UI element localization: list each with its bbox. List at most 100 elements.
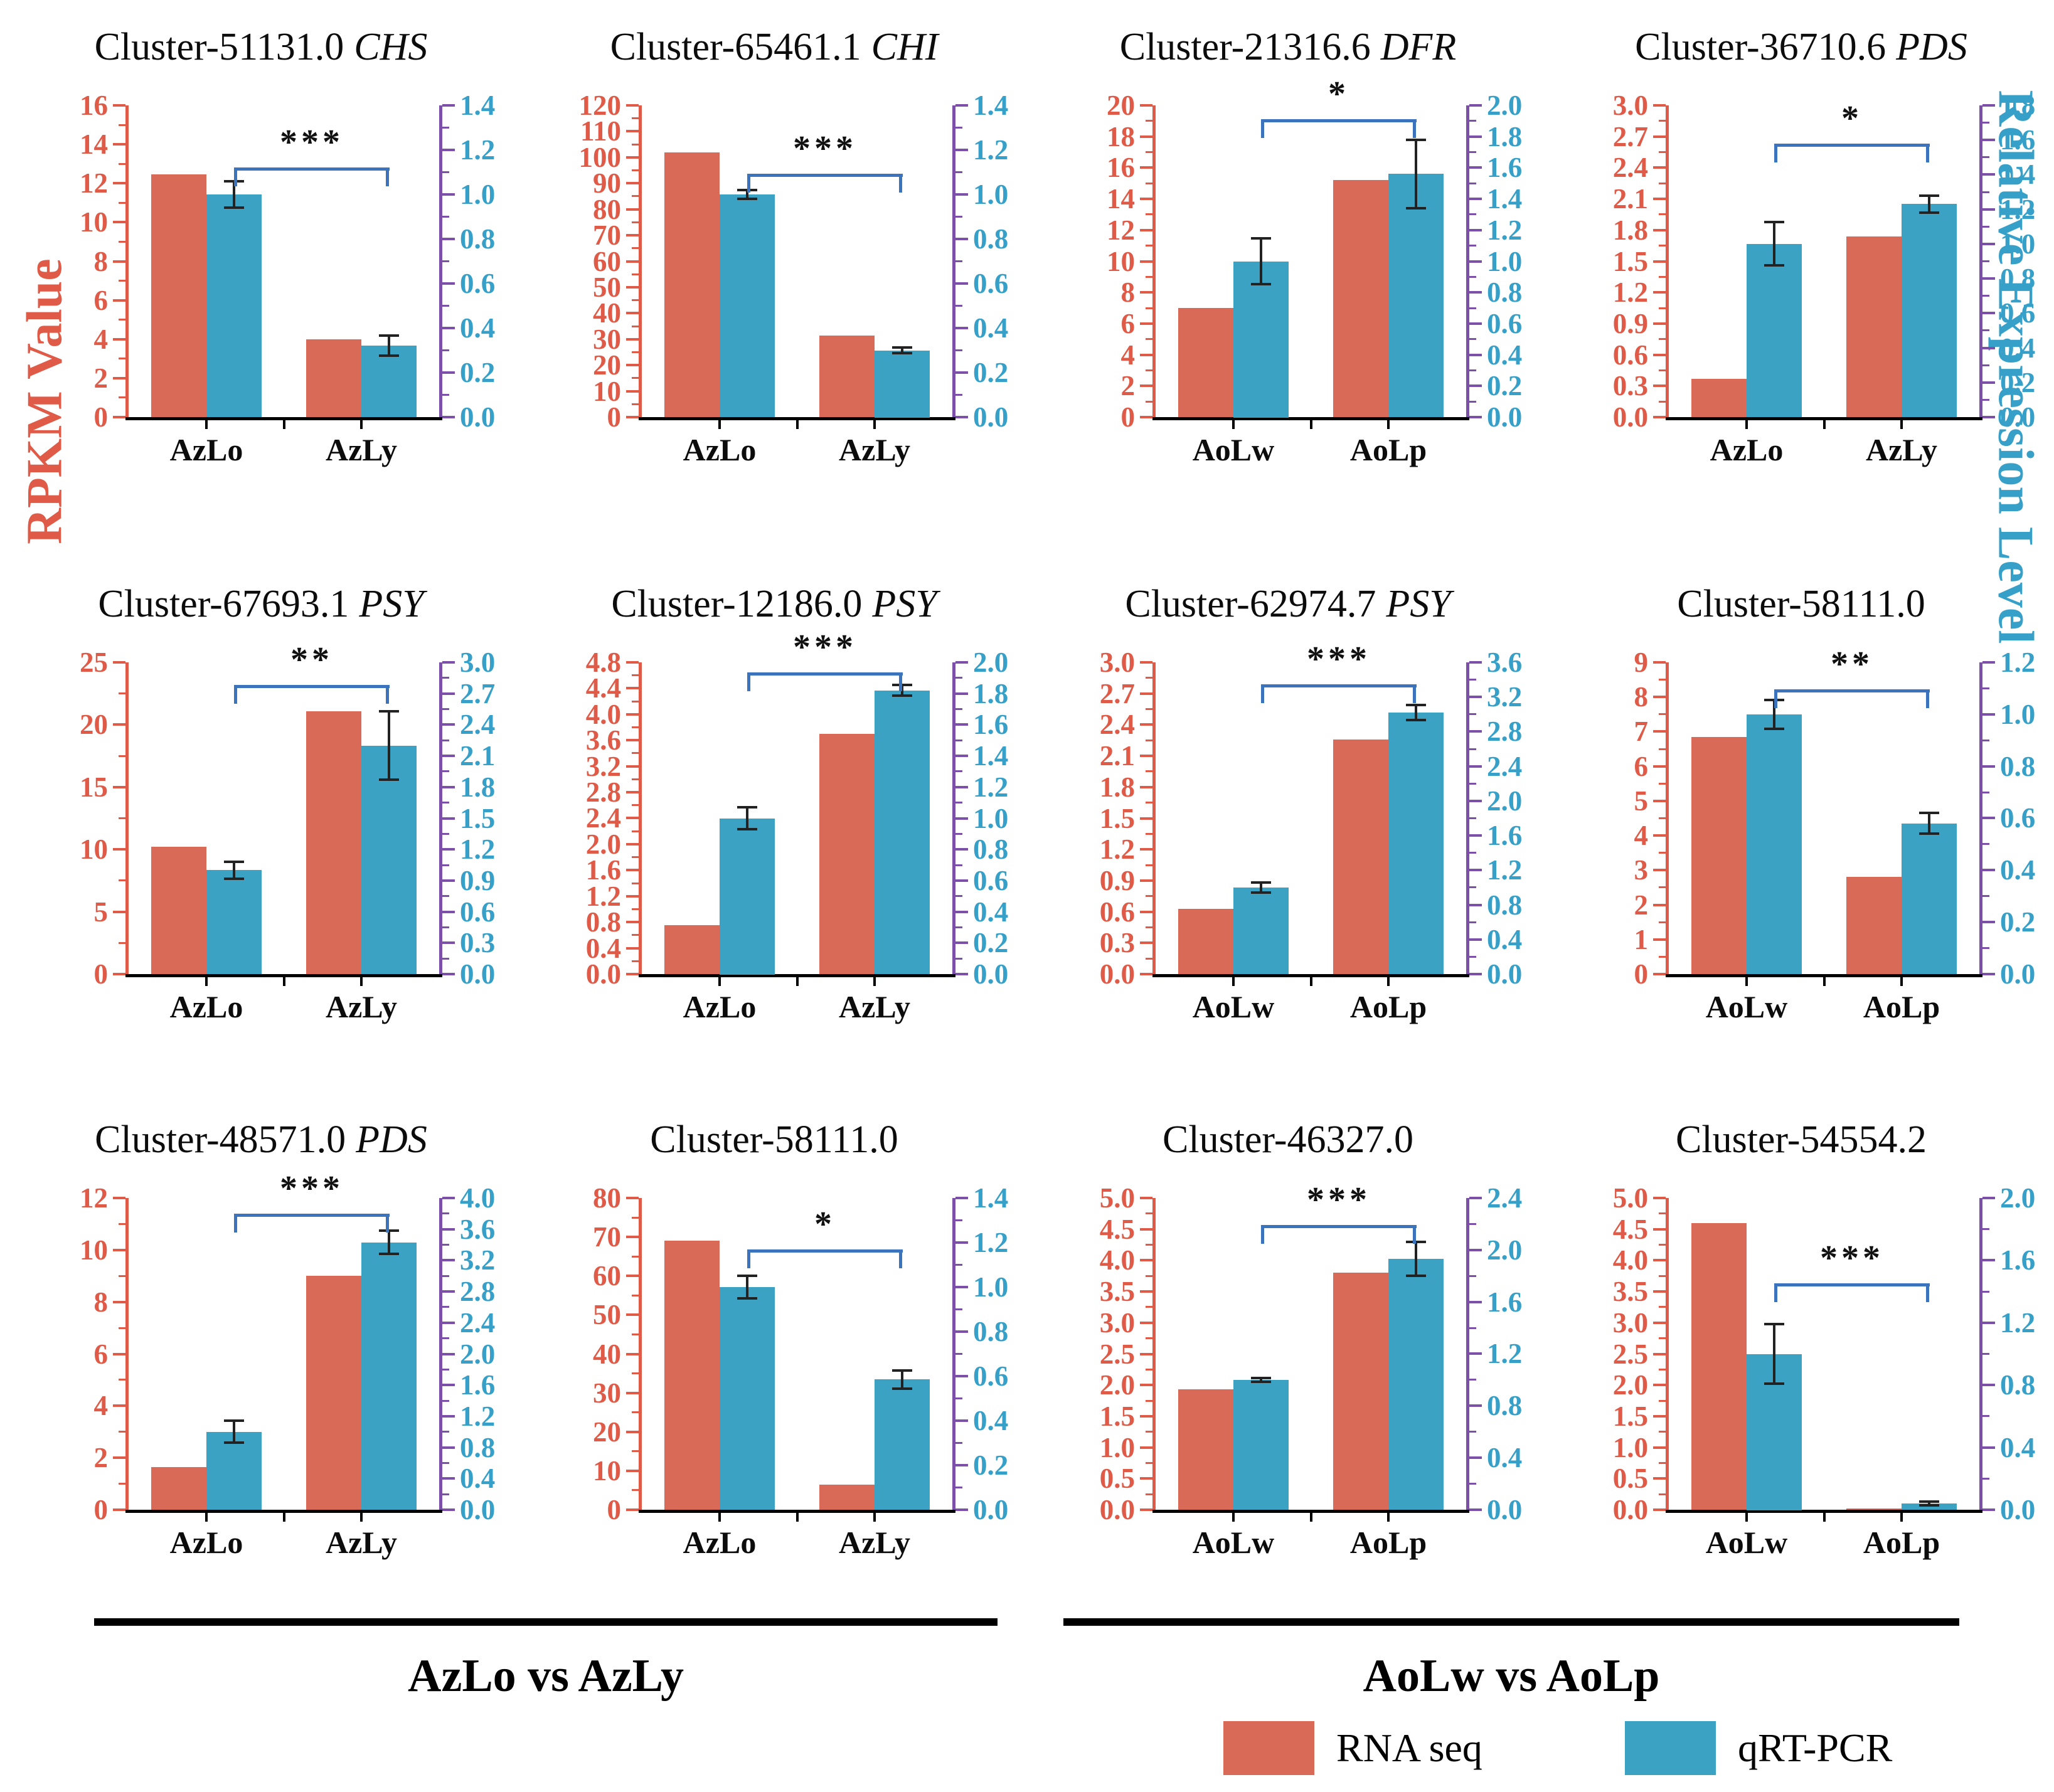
axis-tick-label: 2.4	[460, 1307, 496, 1339]
axis-tick	[1469, 696, 1482, 698]
axis-tick-label: 0.0	[1612, 1494, 1648, 1525]
x-axis-midpoint-tick	[1823, 1513, 1826, 1522]
rna-seq-bar	[664, 1241, 720, 1510]
x-axis-midpoint-tick	[1823, 977, 1826, 986]
axis-minor-tick	[1659, 369, 1666, 371]
axis-tick	[442, 238, 455, 240]
axis-tick-label: 0.2	[460, 357, 496, 388]
axis-minor-tick	[1146, 307, 1152, 309]
error-bar-cap	[1919, 211, 1939, 214]
axis-tick	[113, 661, 125, 664]
qrt-pcr-bar	[1747, 244, 1802, 417]
axis-tick	[1982, 312, 1995, 314]
chart-title: Cluster-62974.7 PSY	[1040, 582, 1536, 627]
x-axis-tick	[1745, 1513, 1748, 1522]
axis-tick	[1653, 198, 1666, 200]
axis-tick-label: 0.8	[973, 1316, 1009, 1347]
significance-label: ***	[1820, 1239, 1884, 1278]
rna-seq-bar	[306, 339, 361, 417]
axis-tick-label: 5.0	[1099, 1182, 1135, 1214]
axis-tick	[1140, 755, 1152, 757]
axis-tick	[113, 786, 125, 788]
left-axis-spine	[1152, 105, 1156, 417]
axis-minor-tick	[1146, 338, 1152, 340]
axis-tick	[1982, 1446, 1995, 1449]
axis-tick	[113, 1353, 125, 1355]
axis-tick	[626, 364, 639, 366]
axis-minor-tick	[632, 1256, 639, 1258]
axis-tick	[1469, 869, 1482, 871]
axis-minor-tick	[119, 163, 125, 165]
axis-tick-label: 0.4	[585, 933, 621, 964]
axis-tick-label: 0.6	[1612, 339, 1648, 371]
error-bar-cap	[379, 710, 399, 713]
error-bar	[1928, 1502, 1930, 1505]
error-bar	[388, 711, 390, 780]
axis-tick	[442, 193, 455, 196]
axis-tick	[1140, 416, 1152, 418]
axis-tick-label: 0.8	[973, 834, 1009, 865]
bottom-axis-spine	[639, 417, 955, 420]
error-bar	[1773, 700, 1775, 729]
axis-tick	[1982, 277, 1995, 280]
axis-tick-label: 0.0	[1099, 1494, 1135, 1525]
category-label: AzLy	[839, 1525, 910, 1560]
axis-minor-tick	[1982, 329, 1989, 331]
axis-tick	[442, 692, 455, 695]
axis-tick	[113, 1301, 125, 1303]
axis-minor-tick	[442, 1306, 449, 1308]
error-bar-cap	[737, 1275, 757, 1277]
cluster-id: Cluster-58111.0	[650, 1118, 898, 1161]
axis-tick	[1982, 1322, 1995, 1324]
category-label: AoLp	[1349, 989, 1427, 1024]
legend-label-rna-seq: RNA seq	[1336, 1726, 1482, 1770]
axis-tick-label: 6	[93, 1339, 109, 1370]
axis-tick-label: 1.2	[1487, 1338, 1523, 1369]
x-axis-midpoint-tick	[1310, 1513, 1312, 1522]
axis-minor-tick	[632, 908, 639, 910]
axis-tick	[626, 1353, 639, 1355]
axis-tick-label: 2	[1120, 370, 1136, 401]
axis-tick	[1140, 354, 1152, 356]
axis-tick-label: 0.8	[460, 1432, 496, 1463]
axis-tick	[113, 104, 125, 107]
axis-minor-tick	[632, 247, 639, 249]
axis-minor-tick	[442, 802, 449, 803]
axis-minor-tick	[955, 171, 962, 173]
axis-minor-tick	[955, 864, 962, 866]
axis-minor-tick	[955, 1397, 962, 1399]
right-axis-spine	[1979, 662, 1982, 974]
axis-tick-label: 2.0	[1487, 1234, 1523, 1266]
axis-minor-tick	[632, 221, 639, 223]
axis-tick-label: 1.0	[1612, 1432, 1648, 1463]
axis-tick	[1653, 229, 1666, 231]
rna-seq-bar	[1846, 1508, 1902, 1510]
axis-minor-tick	[119, 1379, 125, 1381]
chart-cell: Cluster-12186.0 PSY 0.0 0.4 0.8 1.2 1.6 2.0 2.4…	[513, 557, 1026, 1109]
axis-minor-tick	[1659, 713, 1666, 715]
axis-tick	[1140, 973, 1152, 975]
axis-tick	[626, 687, 639, 689]
axis-minor-tick	[632, 778, 639, 780]
axis-tick-label: 0.4	[2000, 332, 2036, 364]
axis-minor-tick	[1659, 1369, 1666, 1371]
axis-tick-label: 2.4	[1487, 751, 1523, 782]
axis-tick-label: 4.5	[1612, 1214, 1648, 1245]
axis-tick-label: 1.2	[2000, 194, 2036, 225]
axis-tick-label: 0.0	[2000, 1494, 2036, 1525]
axis-tick-label: 1.2	[1487, 854, 1523, 886]
axis-tick	[1982, 1508, 1995, 1511]
axis-tick	[626, 947, 639, 950]
category-label: AzLy	[839, 432, 910, 467]
axis-tick-label: 3.6	[1487, 647, 1523, 678]
axis-minor-tick	[119, 202, 125, 204]
axis-minor-tick	[1469, 852, 1476, 854]
chart-cell: Cluster-65461.1 CHI 0 10 20 30 40 50 60 70 80 90 10…	[513, 0, 1026, 552]
axis-minor-tick	[1982, 364, 1989, 366]
axis-minor-tick	[1469, 151, 1476, 153]
group-label-aolw-vs-aolp: AoLw vs AoLp	[1363, 1650, 1660, 1702]
axis-minor-tick	[1146, 1212, 1152, 1214]
axis-tick	[955, 1241, 968, 1244]
axis-tick-label: 3.5	[1612, 1276, 1648, 1307]
axis-tick	[1653, 1259, 1666, 1261]
